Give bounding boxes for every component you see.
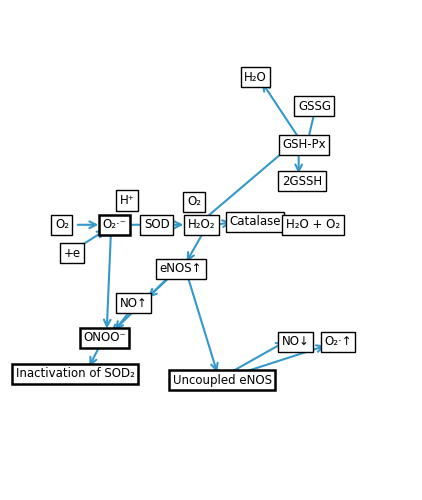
Text: O₂: O₂ bbox=[55, 218, 69, 232]
Text: Catalase: Catalase bbox=[229, 215, 281, 228]
Text: +e: +e bbox=[64, 247, 81, 260]
Text: eNOS↑: eNOS↑ bbox=[160, 262, 202, 275]
Text: O₂·↑: O₂·↑ bbox=[324, 336, 352, 348]
Text: Inactivation of SOD₂: Inactivation of SOD₂ bbox=[16, 368, 135, 380]
Text: 2GSSH: 2GSSH bbox=[282, 175, 322, 188]
Text: GSH-Px: GSH-Px bbox=[282, 138, 326, 151]
Text: Uncoupled eNOS: Uncoupled eNOS bbox=[173, 374, 272, 387]
Text: H₂O₂: H₂O₂ bbox=[188, 218, 215, 232]
Text: ONOO⁻: ONOO⁻ bbox=[83, 332, 126, 344]
Text: O₂·⁻: O₂·⁻ bbox=[102, 218, 126, 232]
Text: H⁺: H⁺ bbox=[120, 194, 135, 207]
Text: NO↓: NO↓ bbox=[281, 336, 309, 348]
Text: H₂O: H₂O bbox=[244, 71, 267, 84]
Text: NO↑: NO↑ bbox=[120, 297, 148, 310]
Text: H₂O + O₂: H₂O + O₂ bbox=[286, 218, 340, 232]
Text: SOD: SOD bbox=[144, 218, 170, 232]
Text: GSSG: GSSG bbox=[298, 100, 331, 112]
Text: O₂: O₂ bbox=[187, 195, 201, 208]
